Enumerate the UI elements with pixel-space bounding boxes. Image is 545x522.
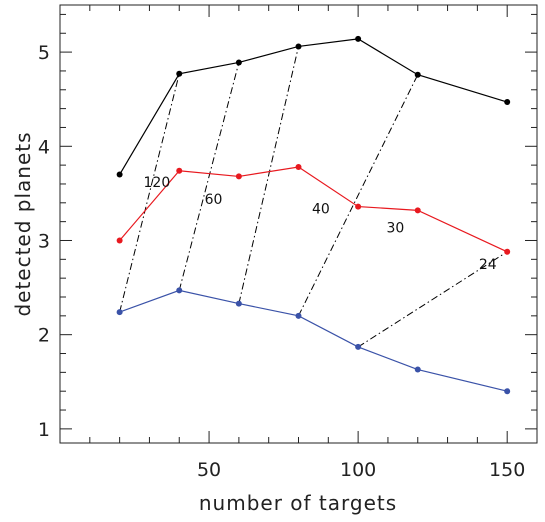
data-point — [295, 43, 302, 50]
data-point — [235, 59, 242, 66]
x-tick-label: 100 — [340, 459, 376, 481]
data-point — [235, 300, 242, 307]
data-point — [414, 71, 421, 78]
x-axis-label: number of targets — [199, 491, 397, 515]
series-lines — [116, 35, 511, 395]
y-tick-label: 3 — [38, 230, 50, 252]
connector-label: 30 — [386, 220, 404, 236]
data-point — [504, 248, 511, 255]
connector-line-60 — [178, 62, 240, 291]
annotations: 120 60 40 30 24 — [144, 175, 497, 273]
series-line-0 — [119, 38, 508, 175]
y-axis-label: detected planets — [11, 131, 35, 316]
y-tick-label: 2 — [38, 325, 50, 347]
connector-line-30 — [298, 74, 419, 317]
x-tick-label: 50 — [197, 459, 221, 481]
data-point — [355, 35, 362, 42]
y-tick-label: 1 — [38, 419, 50, 441]
data-point — [116, 171, 123, 178]
connector-line-24 — [357, 251, 508, 348]
connector-label: 40 — [312, 201, 330, 217]
data-point — [414, 366, 421, 373]
connector-line-120 — [119, 73, 180, 313]
plot-frame — [59, 4, 538, 444]
data-point — [116, 237, 123, 244]
connector-label: 60 — [205, 192, 223, 208]
y-tick-label: 4 — [38, 136, 50, 158]
connector-label: 24 — [479, 257, 497, 273]
data-point — [295, 164, 302, 171]
data-point — [116, 309, 123, 316]
data-point — [295, 312, 302, 319]
connector-lines — [119, 46, 508, 348]
data-point — [414, 207, 421, 214]
data-point — [176, 167, 183, 174]
data-point — [235, 173, 242, 180]
data-point — [504, 99, 511, 106]
y-tick-label: 5 — [38, 42, 50, 64]
x-tick-label: 150 — [489, 459, 525, 481]
data-point — [355, 203, 362, 210]
data-point — [176, 287, 183, 294]
data-point — [355, 343, 362, 350]
axis-ticks: 50 100 150 1 2 3 4 5 — [38, 5, 537, 481]
connector-line-40 — [238, 46, 299, 304]
data-point — [176, 70, 183, 77]
data-point — [504, 388, 511, 395]
connector-label: 120 — [144, 175, 171, 191]
series-line-2 — [119, 289, 508, 392]
